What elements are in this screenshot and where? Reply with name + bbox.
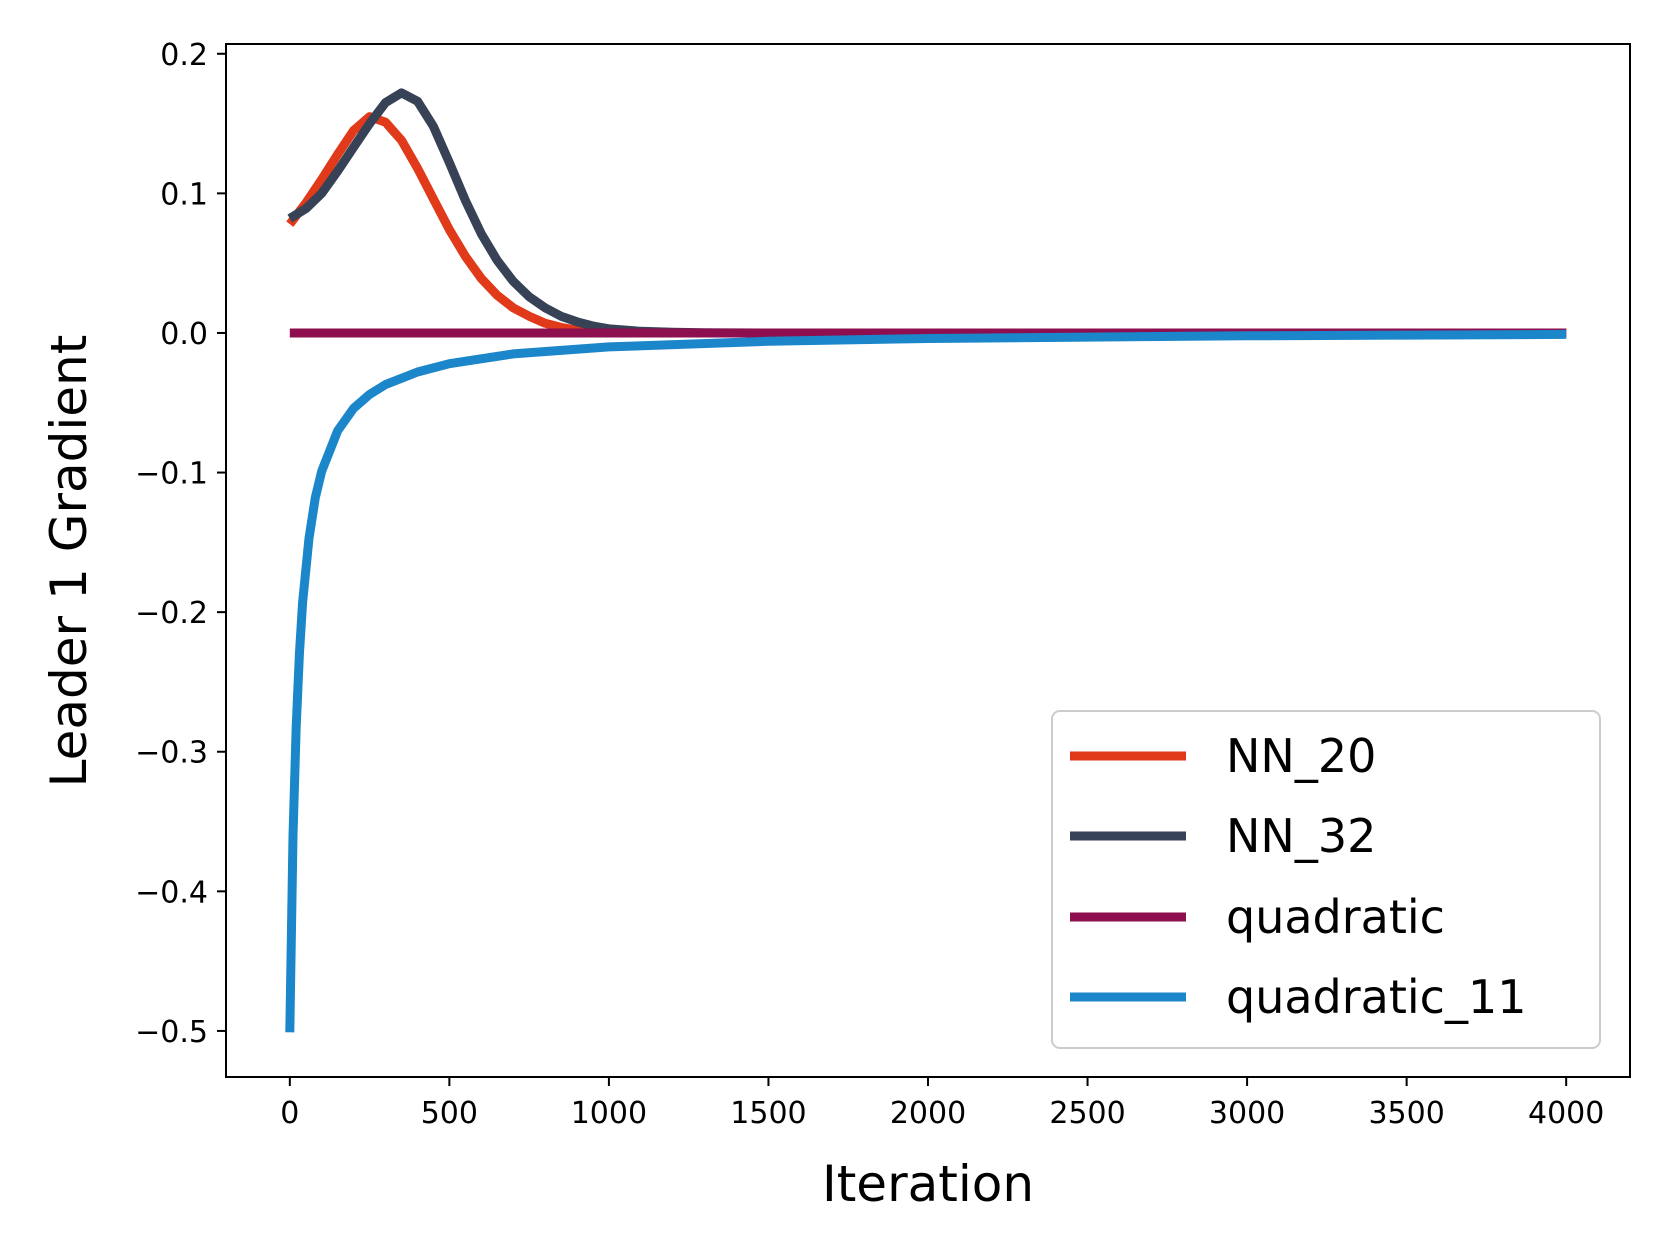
legend-frame (1051, 710, 1601, 1049)
y-tick-label: 0.1 (160, 177, 208, 212)
y-axis: 0.2 0.1 0.0 −0.1 −0.2 −0.3 −0.4 −0.5 (135, 38, 226, 1050)
series-line-quadratic-11 (285, 329, 1567, 1033)
series-layer (285, 88, 1567, 1033)
y-tick-label: −0.3 (135, 736, 208, 771)
y-tick-label: −0.4 (135, 875, 208, 910)
x-tick-label: 2000 (890, 1096, 966, 1131)
x-tick-label: 1500 (730, 1096, 806, 1131)
legend-label-nn-20: NN_20 (1226, 729, 1376, 783)
x-tick-label: 2500 (1049, 1096, 1125, 1131)
x-tick-label: 500 (421, 1096, 478, 1131)
x-tick-label: 1000 (571, 1096, 647, 1131)
x-tick-label: 0 (280, 1096, 299, 1131)
x-tick-label: 3000 (1209, 1096, 1285, 1131)
legend-label-quadratic-11: quadratic_11 (1226, 970, 1526, 1024)
y-tick-label: −0.2 (135, 596, 208, 631)
y-tick-label: −0.5 (135, 1015, 208, 1050)
x-tick-label: 4000 (1528, 1096, 1604, 1131)
legend-label-quadratic: quadratic (1226, 890, 1445, 944)
y-tick-label: 0.2 (160, 38, 208, 73)
legend: NN_20 NN_32 quadratic quadratic_11 (1051, 710, 1601, 1049)
x-axis-title: Iteration (822, 1155, 1034, 1213)
y-axis-title: Leader 1 Gradient (40, 335, 98, 788)
legend-label-nn-32: NN_32 (1226, 809, 1376, 863)
y-tick-label: −0.1 (135, 457, 208, 492)
x-axis: 0 500 1000 1500 2000 2500 3000 3500 4000 (280, 1077, 1604, 1131)
x-tick-label: 3500 (1368, 1096, 1444, 1131)
y-tick-label: 0.0 (160, 317, 208, 352)
